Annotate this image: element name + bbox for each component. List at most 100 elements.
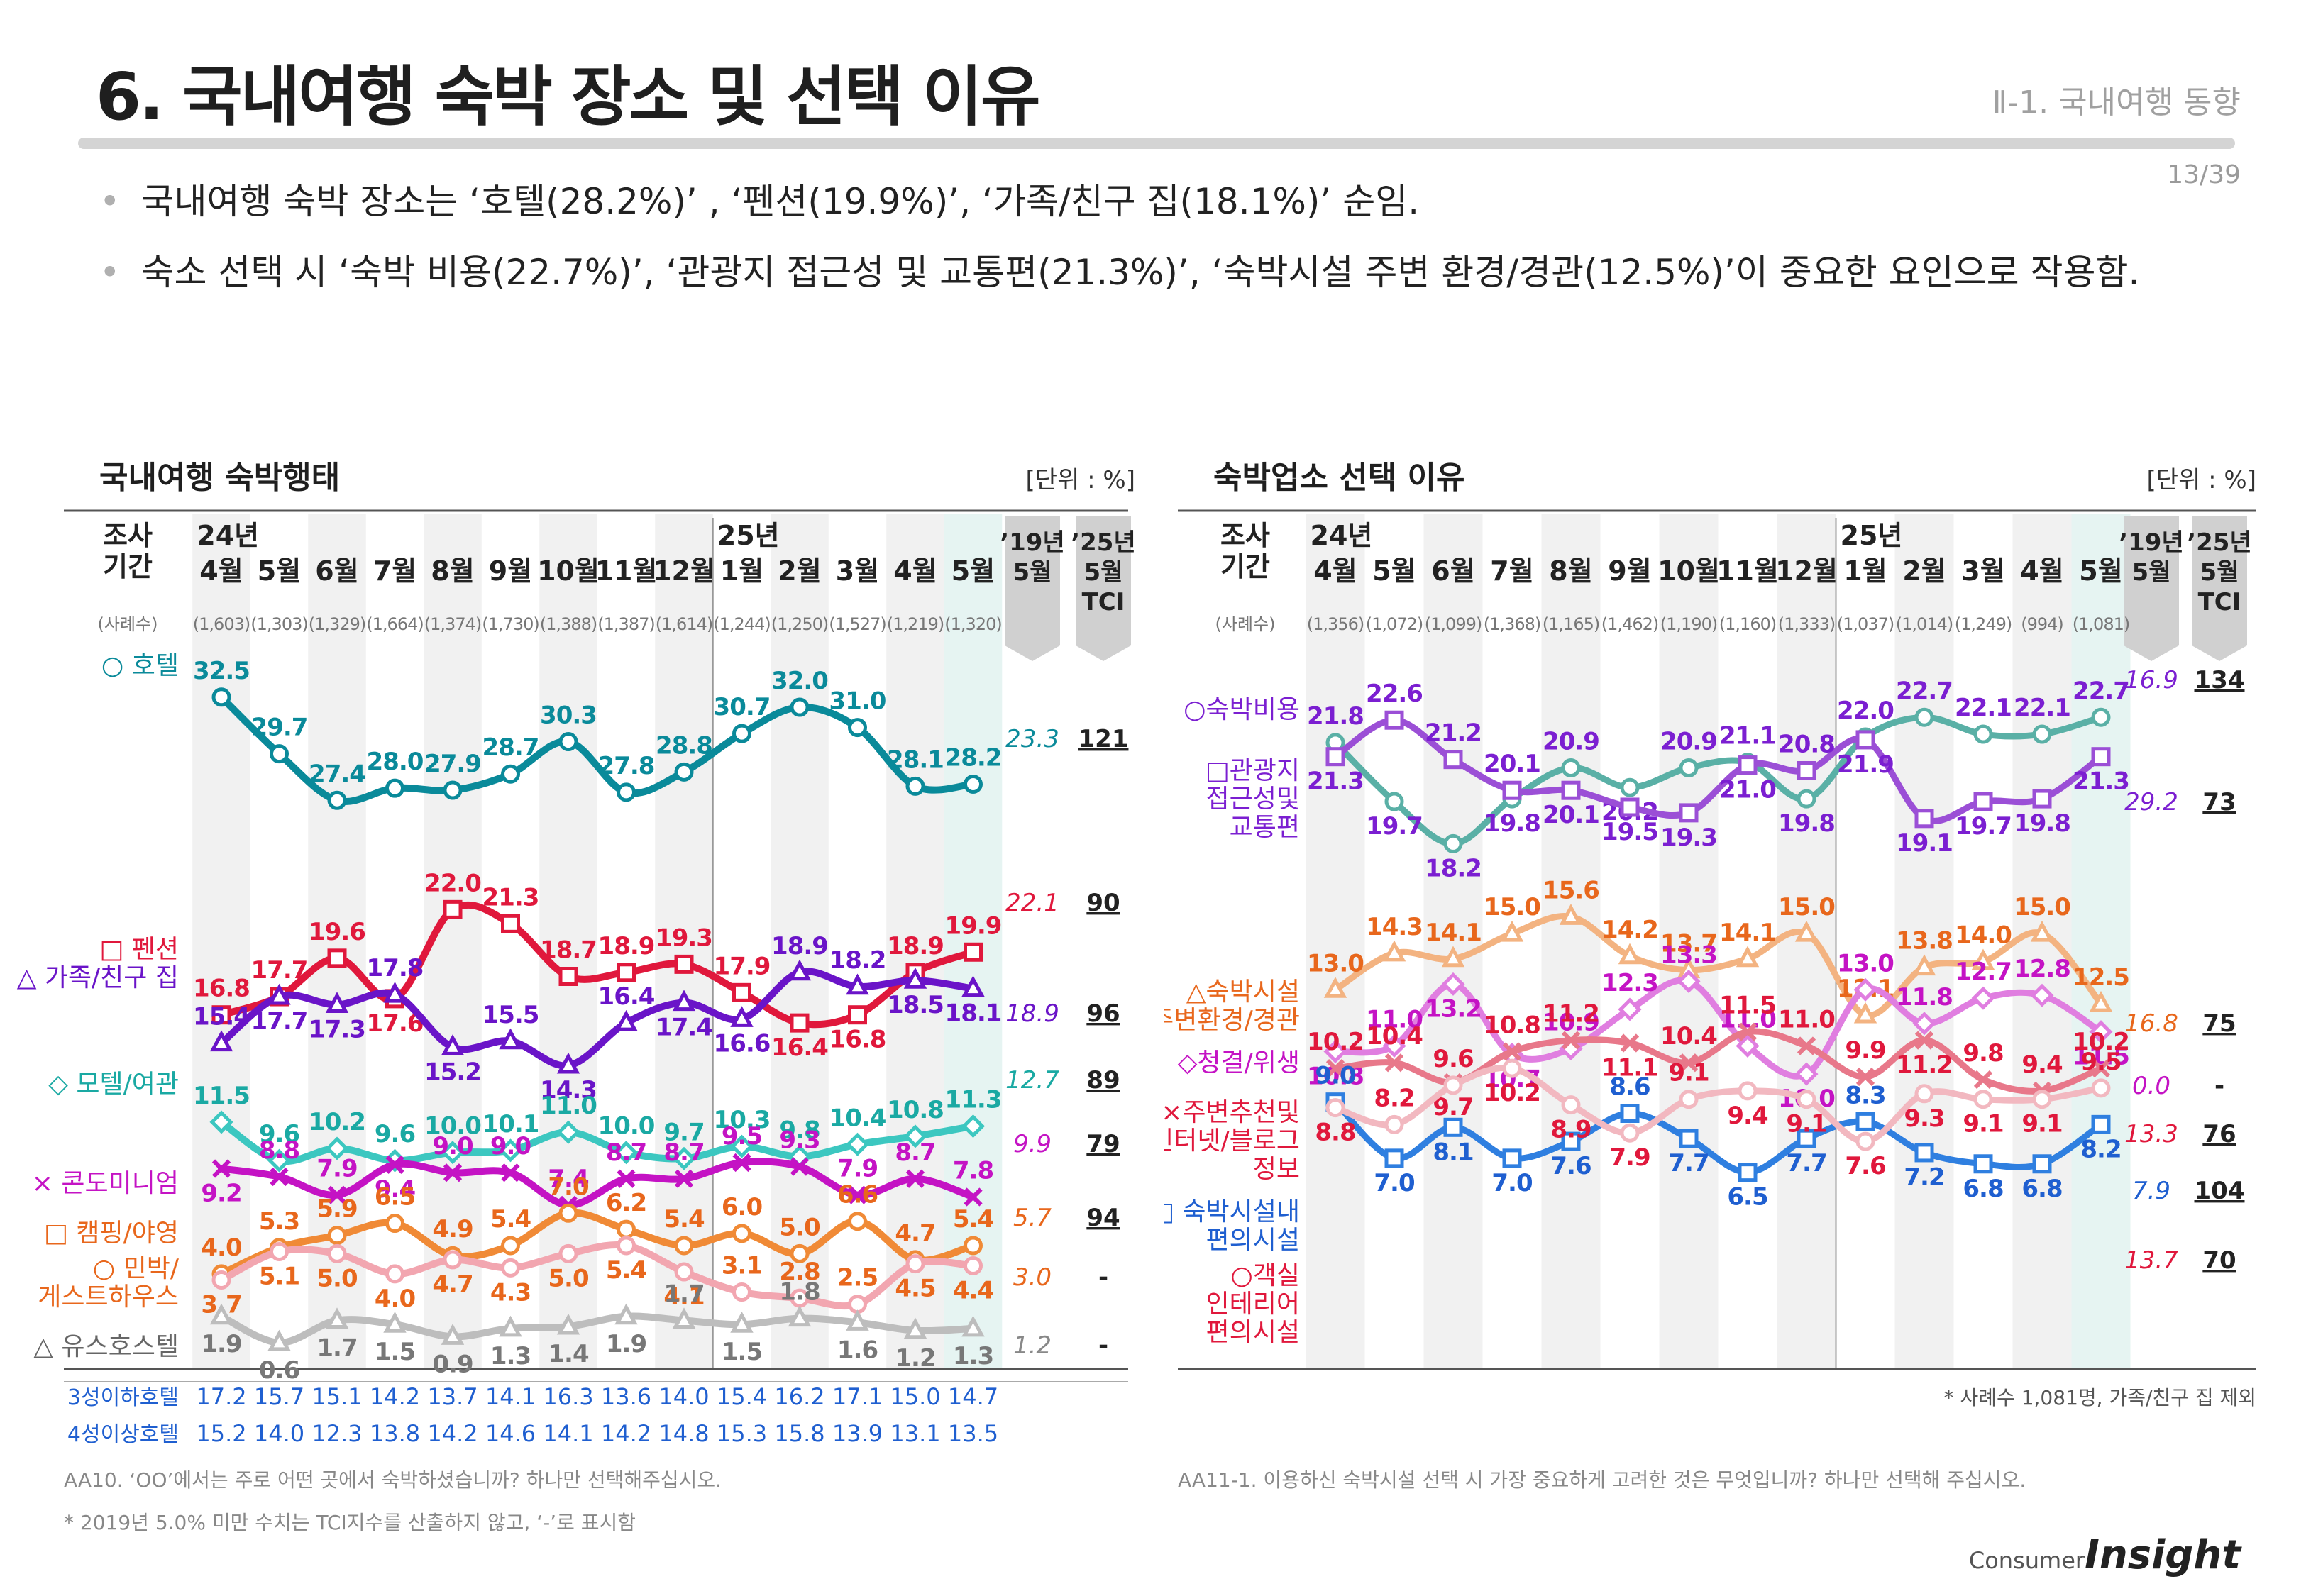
data-point — [2091, 747, 2111, 767]
data-label: 19.7 — [1955, 812, 2012, 841]
series-2: 21.322.621.220.120.119.5 19.321.020.821.9… — [1307, 680, 2130, 858]
year-label: 24년 — [197, 520, 259, 551]
data-label: 1.4 — [548, 1340, 589, 1368]
data-label: 9.8 — [1963, 1039, 2003, 1068]
data-label: 19.7 — [1366, 812, 1423, 841]
data-point — [441, 1141, 465, 1165]
series-6: 4.0 5.3 5.9 6.5 4.9 5.4 7.0 6.2 5.4 6.0 5.0 6.6 4.7 5… — [201, 1173, 994, 1284]
data-label: 21.8 — [1307, 702, 1364, 731]
data-point — [499, 1028, 522, 1050]
data-point — [617, 1236, 636, 1256]
table-cell: 17.2 — [196, 1383, 246, 1410]
data-label: 9.7 — [663, 1118, 704, 1146]
data-point — [788, 959, 812, 981]
data-label: 7.9 — [837, 1155, 878, 1183]
data-label: 14.1 — [1719, 919, 1776, 947]
data-label: 2.8 — [779, 1258, 820, 1286]
data-point — [2089, 1020, 2113, 1044]
data-label: 22.7 — [1896, 677, 1953, 705]
data-label: 9.0 — [432, 1132, 473, 1160]
data-label: 5.9 — [316, 1195, 357, 1224]
series-tci-value: 121 — [1078, 725, 1129, 753]
month-label: 4월 — [1313, 555, 1357, 587]
data-label: 17.7 — [251, 956, 308, 985]
data-label: 5.0 — [316, 1264, 358, 1292]
data-label: 9.2 — [201, 1180, 241, 1208]
data-point — [1325, 1059, 1345, 1078]
footnote-text: * 사례수 1,081명, 가족/친구 집 제외 — [1944, 1386, 2256, 1409]
table-cell: 15.2 — [196, 1420, 246, 1447]
chart-title: 국내여행 숙박행태 — [99, 460, 340, 496]
data-point — [556, 1052, 580, 1074]
column-shade — [1659, 514, 1719, 1369]
sample-size: (1,329) — [309, 614, 365, 634]
data-point — [1794, 1062, 1819, 1086]
extra-header-box — [1076, 516, 1131, 661]
data-point — [1738, 1081, 1758, 1101]
data-point — [209, 1303, 233, 1325]
data-point — [614, 1141, 639, 1165]
data-label: 27.4 — [309, 760, 365, 788]
data-label: 28.8 — [656, 731, 712, 760]
consumer-insight-logo: ConsumerInsight — [1969, 1532, 2241, 1578]
series-2019-value: 1.2 — [1013, 1331, 1052, 1360]
month-label: 8월 — [1549, 555, 1592, 587]
month-label: 5월 — [2079, 555, 2122, 587]
data-label: 10.3 — [714, 1106, 771, 1134]
data-label: 4.7 — [895, 1219, 935, 1248]
data-label: 10.8 — [1484, 1011, 1540, 1039]
table-cell: 15.7 — [254, 1383, 304, 1410]
data-label: 19.5 — [1601, 818, 1658, 846]
data-point — [2091, 1114, 2111, 1134]
data-point — [1797, 789, 1816, 809]
data-point — [501, 764, 520, 784]
month-label: 2월 — [778, 555, 821, 587]
series-3: 13.014.314.115.015.614.213.714.115.012.1… — [1307, 876, 2130, 1024]
series-2019-value: 18.9 — [1005, 999, 1059, 1028]
sample-size: (1,014) — [1896, 614, 1953, 634]
data-label: 1.9 — [606, 1330, 646, 1358]
data-point — [558, 1243, 578, 1263]
data-label: 21.9 — [1837, 750, 1894, 779]
extra-header-label: ’19년 — [2119, 528, 2184, 557]
data-label: 18.9 — [771, 932, 828, 960]
series-name: 편의시설 — [1206, 1318, 1300, 1347]
data-point — [730, 1311, 754, 1333]
month-label: 10월 — [1657, 555, 1720, 587]
series-7: 8.8 8.2 9.6 10.2 8.9 7.9 9.1 9.4 9.1 7.6 9.3 9.1 9.1… — [1315, 1045, 2122, 1180]
data-label: 15.0 — [1778, 893, 1835, 921]
sample-size: (1,614) — [656, 614, 712, 634]
data-point — [558, 732, 578, 752]
data-point — [732, 982, 751, 1002]
extra-header-label: ’25년 — [2187, 528, 2252, 557]
data-point — [327, 1226, 347, 1246]
data-point — [788, 1305, 812, 1327]
data-point — [1618, 997, 1642, 1021]
title-divider — [78, 138, 2235, 149]
data-point — [1679, 1053, 1699, 1073]
table-cell: 15.3 — [717, 1420, 767, 1447]
data-point — [1384, 710, 1404, 730]
data-point — [443, 780, 463, 800]
data-label: 10.2 — [2073, 1028, 2129, 1056]
data-point — [2032, 789, 2052, 809]
sample-size: (1,244) — [713, 614, 770, 634]
data-point — [1382, 1033, 1406, 1058]
table-cell: 14.2 — [601, 1420, 651, 1447]
data-label: 11.5 — [1719, 992, 1776, 1020]
data-point — [441, 1324, 465, 1345]
data-point — [964, 1236, 983, 1256]
data-point — [1561, 1031, 1581, 1050]
data-point — [1973, 792, 1993, 811]
data-label: 1.7 — [316, 1334, 357, 1363]
year-label: 25년 — [717, 520, 780, 551]
data-point — [732, 1224, 751, 1243]
data-label: 1.3 — [490, 1342, 531, 1370]
table-cell: 14.7 — [948, 1383, 998, 1410]
month-label: 5월 — [258, 555, 301, 587]
data-point — [1384, 1053, 1404, 1073]
data-point — [617, 1219, 636, 1239]
data-label: 28.7 — [482, 733, 539, 762]
data-label: 9.1 — [1786, 1110, 1826, 1138]
month-label: 11월 — [1716, 555, 1779, 587]
